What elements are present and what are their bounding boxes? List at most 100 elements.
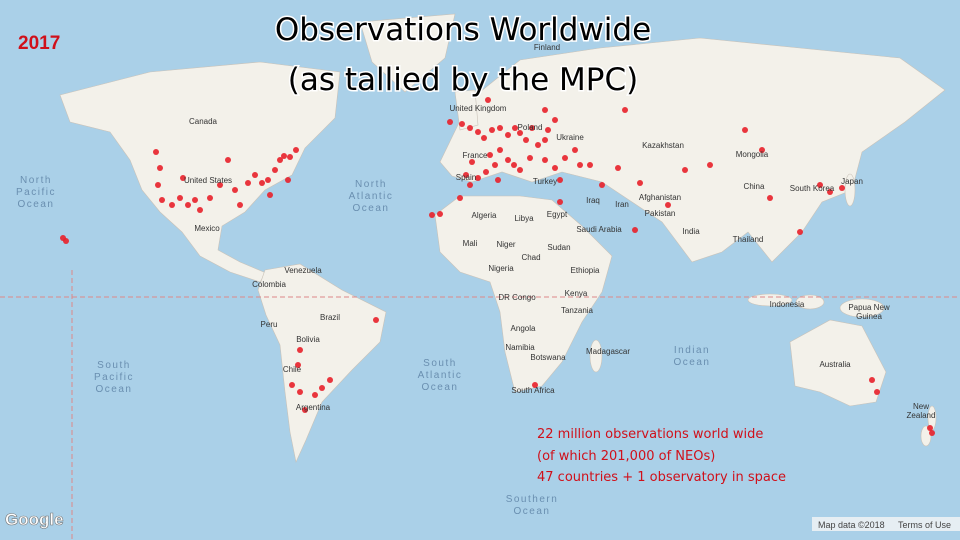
- country-label: Kazakhstan: [642, 141, 684, 150]
- observatory-dot: [529, 125, 535, 131]
- country-label: Peru: [261, 320, 278, 329]
- observatory-dot: [487, 152, 493, 158]
- country-label: Finland: [534, 43, 560, 52]
- country-label: Venezuela: [284, 266, 322, 275]
- country-label: Indonesia: [770, 300, 805, 309]
- country-label: Japan: [841, 177, 863, 186]
- observatory-dot: [373, 317, 379, 323]
- country-label: Mongolia: [736, 150, 769, 159]
- landmasses: [59, 13, 946, 463]
- observatory-dot: [295, 362, 301, 368]
- country-label: DR Congo: [498, 293, 536, 302]
- observatory-dot: [481, 135, 487, 141]
- country-label: China: [744, 182, 765, 191]
- country-label: Zealand: [907, 411, 936, 420]
- observatory-dot: [587, 162, 593, 168]
- annotation-line: 22 million observations world wide: [537, 427, 763, 442]
- observatory-dot: [489, 127, 495, 133]
- observatory-dot: [512, 125, 518, 131]
- observatory-dot: [532, 382, 538, 388]
- observatory-dot: [180, 175, 186, 181]
- ocean-label: Southern: [506, 494, 559, 505]
- observatory-dot: [511, 162, 517, 168]
- country-label: Argentina: [296, 403, 331, 412]
- country-label: Chad: [521, 253, 540, 262]
- observatory-dot: [467, 125, 473, 131]
- observatory-dot: [874, 389, 880, 395]
- ocean-label: Ocean: [96, 384, 133, 395]
- footer-bar: [812, 517, 960, 531]
- observatory-dot: [457, 195, 463, 201]
- observatory-dot: [682, 167, 688, 173]
- ocean-label: North: [20, 175, 52, 186]
- country-label: Thailand: [733, 235, 764, 244]
- country-label: Ethiopia: [571, 266, 600, 275]
- country-label: South Korea: [790, 184, 835, 193]
- country-label: Turkey: [533, 177, 557, 186]
- ocean-label: Ocean: [674, 357, 711, 368]
- observatory-dot: [169, 202, 175, 208]
- observatory-dot: [869, 377, 875, 383]
- observatory-dot: [637, 180, 643, 186]
- country-label: Afghanistan: [639, 193, 681, 202]
- annotation-line: 47 countries + 1 observatory in space: [537, 470, 786, 485]
- terms-link[interactable]: Terms of Use: [898, 520, 951, 530]
- country-label: Saudi Arabia: [576, 225, 622, 234]
- country-label: Bolivia: [296, 335, 320, 344]
- title-line: (as tallied by the MPC): [288, 62, 638, 98]
- observatory-dot: [207, 195, 213, 201]
- country-label: Namibia: [505, 343, 535, 352]
- country-label: Iran: [615, 200, 629, 209]
- observatory-dot: [232, 187, 238, 193]
- observatory-dot: [237, 202, 243, 208]
- observatory-dot: [535, 142, 541, 148]
- observatory-dot: [225, 157, 231, 163]
- observatory-dot: [475, 129, 481, 135]
- observatory-dot: [817, 182, 823, 188]
- ocean-label: Atlantic: [349, 191, 394, 202]
- observatory-dot: [557, 199, 563, 205]
- observatory-dot: [157, 165, 163, 171]
- observatory-dot: [277, 157, 283, 163]
- observatory-dot: [759, 147, 765, 153]
- observatory-dot: [327, 377, 333, 383]
- observatory-dot: [155, 182, 161, 188]
- observatory-dot: [552, 165, 558, 171]
- country-label: Chile: [283, 365, 302, 374]
- country-label: Poland: [518, 123, 543, 132]
- observatory-dot: [707, 162, 713, 168]
- observatory-dot: [459, 121, 465, 127]
- country-label: South Africa: [511, 386, 555, 395]
- annotation-line: (of which 201,000 of NEOs): [537, 449, 715, 464]
- observatory-dot: [192, 197, 198, 203]
- observatory-dot: [929, 430, 935, 436]
- observatory-dot: [495, 177, 501, 183]
- observatory-dot: [285, 177, 291, 183]
- country-label: Iraq: [586, 196, 600, 205]
- country-label: Botswana: [530, 353, 566, 362]
- ocean-label: South: [423, 358, 457, 369]
- ocean-label: South: [97, 360, 131, 371]
- observatory-dot: [767, 195, 773, 201]
- observatory-dot: [259, 180, 265, 186]
- country-label: France: [463, 151, 488, 160]
- observatory-dots: [60, 97, 935, 436]
- observatory-dot: [742, 127, 748, 133]
- observatory-dot: [497, 125, 503, 131]
- observatory-dot: [632, 227, 638, 233]
- country-label: Tanzania: [561, 306, 594, 315]
- observatory-dot: [562, 155, 568, 161]
- country-label: Egypt: [547, 210, 568, 219]
- observatory-dot: [552, 117, 558, 123]
- country-label: Kenya: [565, 289, 588, 298]
- observatory-dot: [469, 159, 475, 165]
- observatory-dot: [312, 392, 318, 398]
- observatory-dot: [245, 180, 251, 186]
- year-label: 2017: [18, 33, 60, 54]
- observatory-dot: [217, 182, 223, 188]
- country-label: Australia: [819, 360, 851, 369]
- observatory-dot: [63, 238, 69, 244]
- observatory-dot: [463, 172, 469, 178]
- observatory-dot: [542, 137, 548, 143]
